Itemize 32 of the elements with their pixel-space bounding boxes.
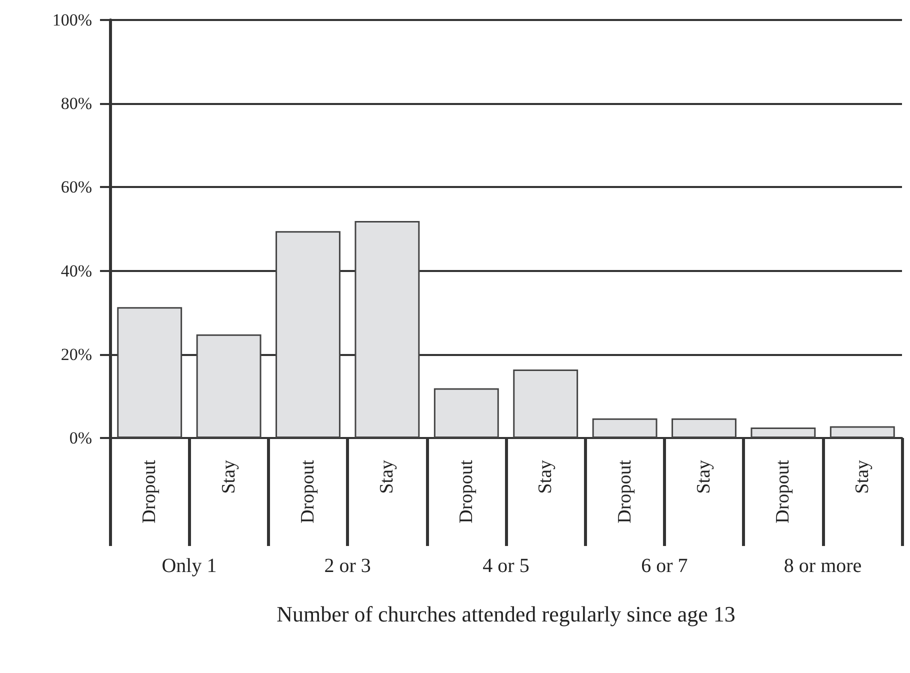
text: 4 or 5	[482, 555, 530, 577]
y-tick-label: 0%	[69, 428, 92, 448]
y-tick-label: 40%	[60, 261, 92, 280]
y-tick-label: 80%	[60, 94, 92, 114]
bar	[196, 334, 262, 438]
x-tick-label: Stay	[218, 460, 240, 494]
y-tick-label: 100%	[52, 10, 92, 30]
x-tick-label: Dropout	[614, 459, 636, 524]
x-tick-label: Stay	[376, 460, 398, 494]
x-tick-label: Dropout	[139, 459, 160, 524]
bar	[276, 231, 340, 438]
text: 2 or 3	[324, 555, 371, 577]
x-tick-label: Stay	[852, 460, 873, 494]
x-tick-label: Dropout	[298, 459, 318, 524]
x-tick-label: Dropout	[772, 459, 794, 524]
text: 8 or more	[784, 555, 862, 577]
text: Only 1	[162, 555, 217, 577]
bar	[434, 388, 499, 438]
bar	[354, 221, 420, 438]
text: 6 or 7	[641, 555, 688, 577]
x-tick-label: Stay	[694, 460, 714, 494]
bar	[830, 426, 895, 438]
y-tick-label: 60%	[60, 178, 92, 197]
bar	[750, 428, 816, 438]
bar	[117, 307, 182, 438]
x-tick-label: Dropout	[456, 459, 477, 524]
bar	[513, 369, 578, 438]
bar	[672, 418, 736, 438]
y-tick-label: 20%	[60, 344, 92, 364]
x-tick-label: Stay	[535, 460, 556, 494]
bar	[592, 418, 658, 438]
x-axis-title: Number of churches attended regularly since age 13	[276, 602, 736, 626]
